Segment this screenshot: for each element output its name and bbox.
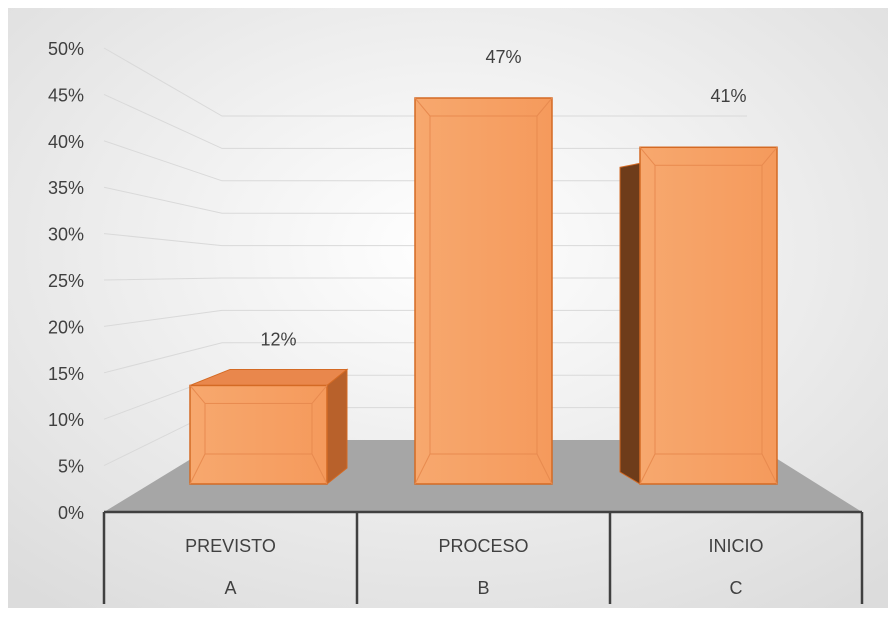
bar-previsto [189, 368, 349, 486]
y-tick-label: 45% [48, 85, 84, 105]
y-tick-label: 10% [48, 410, 84, 430]
y-tick-label: 5% [58, 457, 84, 477]
x-axis-table: PREVISTO A PROCESO B INICIO C [102, 510, 864, 604]
bar-inner-edge [654, 164, 763, 455]
data-label: 41% [710, 86, 746, 106]
y-tick-label: 0% [58, 503, 84, 523]
bar-inicio [619, 146, 778, 485]
bar-edge-line [536, 453, 553, 485]
bar-side-face [619, 162, 641, 485]
data-label: 12% [260, 329, 296, 349]
gridline [103, 342, 747, 374]
bar-proceso [414, 97, 553, 485]
gridline [103, 277, 747, 281]
bar-inner-edge [204, 402, 313, 455]
bar-front-face [639, 146, 778, 485]
bars [189, 97, 778, 486]
bar-front-face [189, 384, 328, 485]
x-subtick-label: B [477, 578, 489, 598]
bar-edge-line [639, 453, 656, 485]
x-tick-label: INICIO [708, 536, 763, 556]
y-axis-tick-labels: 0% 5% 10% 15% 20% 25% 30% 35% 40% 45% 50% [48, 39, 84, 523]
bar-edge-line [761, 453, 778, 485]
bar-edge-line [639, 146, 656, 166]
bar-side-face [326, 368, 348, 486]
x-subtick-label: A [224, 578, 236, 598]
y-tick-label: 25% [48, 271, 84, 291]
gridline [103, 93, 747, 149]
y-tick-label: 35% [48, 178, 84, 198]
gridline [103, 309, 747, 327]
y-tick-label: 30% [48, 225, 84, 245]
bar-edge-line [761, 146, 778, 166]
gridline [103, 47, 747, 117]
data-label: 47% [485, 47, 521, 67]
x-tick-label: PREVISTO [185, 536, 276, 556]
data-labels: 12% 47% 41% [260, 47, 746, 349]
y-tick-label: 40% [48, 132, 84, 152]
y-tick-label: 20% [48, 317, 84, 337]
bar-edge-line [414, 97, 431, 117]
gridline [103, 140, 747, 182]
bar-edge-line [311, 385, 328, 404]
bar-front-face [414, 97, 553, 485]
gridline [103, 233, 747, 247]
x-subtick-label: C [730, 578, 743, 598]
bar-edge-line [189, 453, 206, 485]
y-tick-label: 15% [48, 364, 84, 384]
y-tick-label: 50% [48, 39, 84, 59]
bar-edge-line [311, 453, 328, 485]
bar-edge-line [414, 453, 431, 485]
x-tick-label: PROCESO [438, 536, 528, 556]
gridline [103, 186, 747, 214]
bar-inner-edge [429, 115, 538, 455]
bar-edge-line [189, 385, 206, 404]
bar-edge-line [536, 97, 553, 117]
